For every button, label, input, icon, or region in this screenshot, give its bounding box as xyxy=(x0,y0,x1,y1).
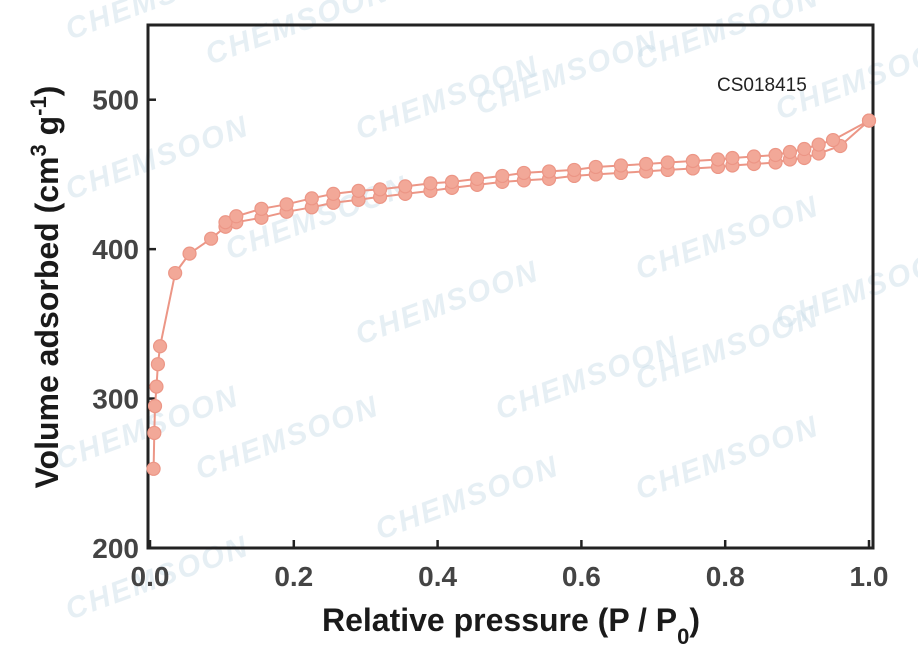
data-point xyxy=(279,197,294,212)
data-point xyxy=(495,168,510,184)
data-point xyxy=(372,182,388,197)
watermark-text: CHEMSOON xyxy=(351,255,543,352)
data-point xyxy=(423,176,438,191)
data-point xyxy=(326,186,341,201)
y-tick-label: 400 xyxy=(92,234,139,265)
data-point xyxy=(710,152,726,167)
data-point xyxy=(541,164,557,179)
data-markers xyxy=(146,113,877,476)
data-point xyxy=(182,246,197,261)
data-point xyxy=(218,215,233,230)
x-tick-label: 1.0 xyxy=(850,561,889,592)
data-point xyxy=(746,149,762,164)
watermark-text: CHEMSOON xyxy=(631,0,823,77)
data-point xyxy=(768,147,783,163)
data-point xyxy=(147,425,162,441)
tick-labels: 0.0 0.2 0.4 0.6 0.8 1.0 200 300 400 500 xyxy=(92,85,888,592)
x-tick-label: 0.2 xyxy=(274,561,313,592)
data-point xyxy=(861,113,877,128)
data-point xyxy=(567,162,582,178)
x-tick-label: 0.6 xyxy=(562,561,601,592)
watermark-text: CHEMSOON xyxy=(61,110,253,207)
data-point xyxy=(588,159,603,175)
data-point xyxy=(150,357,166,372)
data-point xyxy=(444,174,460,189)
data-point xyxy=(146,461,161,476)
data-point xyxy=(613,158,629,173)
data-point xyxy=(782,144,798,160)
data-point xyxy=(147,398,163,414)
data-point xyxy=(797,141,812,157)
y-tick-label: 200 xyxy=(92,533,139,564)
watermark-text: CHEMSOON xyxy=(371,450,563,547)
x-tick-label: 0.4 xyxy=(418,561,457,592)
data-point xyxy=(470,171,485,187)
data-point xyxy=(685,153,700,169)
watermark-text: CHEMSOON xyxy=(631,410,823,507)
watermark-text: CHEMSOON xyxy=(631,190,823,287)
sample-label: CS018415 xyxy=(717,75,807,96)
x-axis-title: Relative pressure (P / P0) xyxy=(322,602,700,647)
data-point xyxy=(398,179,413,194)
data-point xyxy=(229,209,244,224)
data-point xyxy=(639,156,654,172)
watermark-text: CHEMSOON xyxy=(201,0,393,72)
data-point xyxy=(811,137,826,152)
data-point xyxy=(254,201,269,216)
data-point xyxy=(660,155,675,170)
y-axis-title: Volume adsorbed (cm3 g-1) xyxy=(26,86,66,489)
x-tick-label: 0.8 xyxy=(706,561,745,592)
data-point xyxy=(516,165,531,181)
data-point xyxy=(351,183,366,198)
data-point xyxy=(825,132,841,148)
data-point xyxy=(152,339,168,354)
y-tick-label: 300 xyxy=(92,384,139,415)
watermark-text: CHEMSOON xyxy=(771,240,918,337)
y-tick-label: 500 xyxy=(92,85,139,116)
plot-frame xyxy=(146,23,875,550)
data-point xyxy=(204,231,219,246)
data-point xyxy=(304,191,319,206)
data-point xyxy=(168,265,183,281)
x-tick-label: 0.0 xyxy=(131,561,170,592)
data-point xyxy=(149,379,164,394)
data-point xyxy=(725,150,740,166)
